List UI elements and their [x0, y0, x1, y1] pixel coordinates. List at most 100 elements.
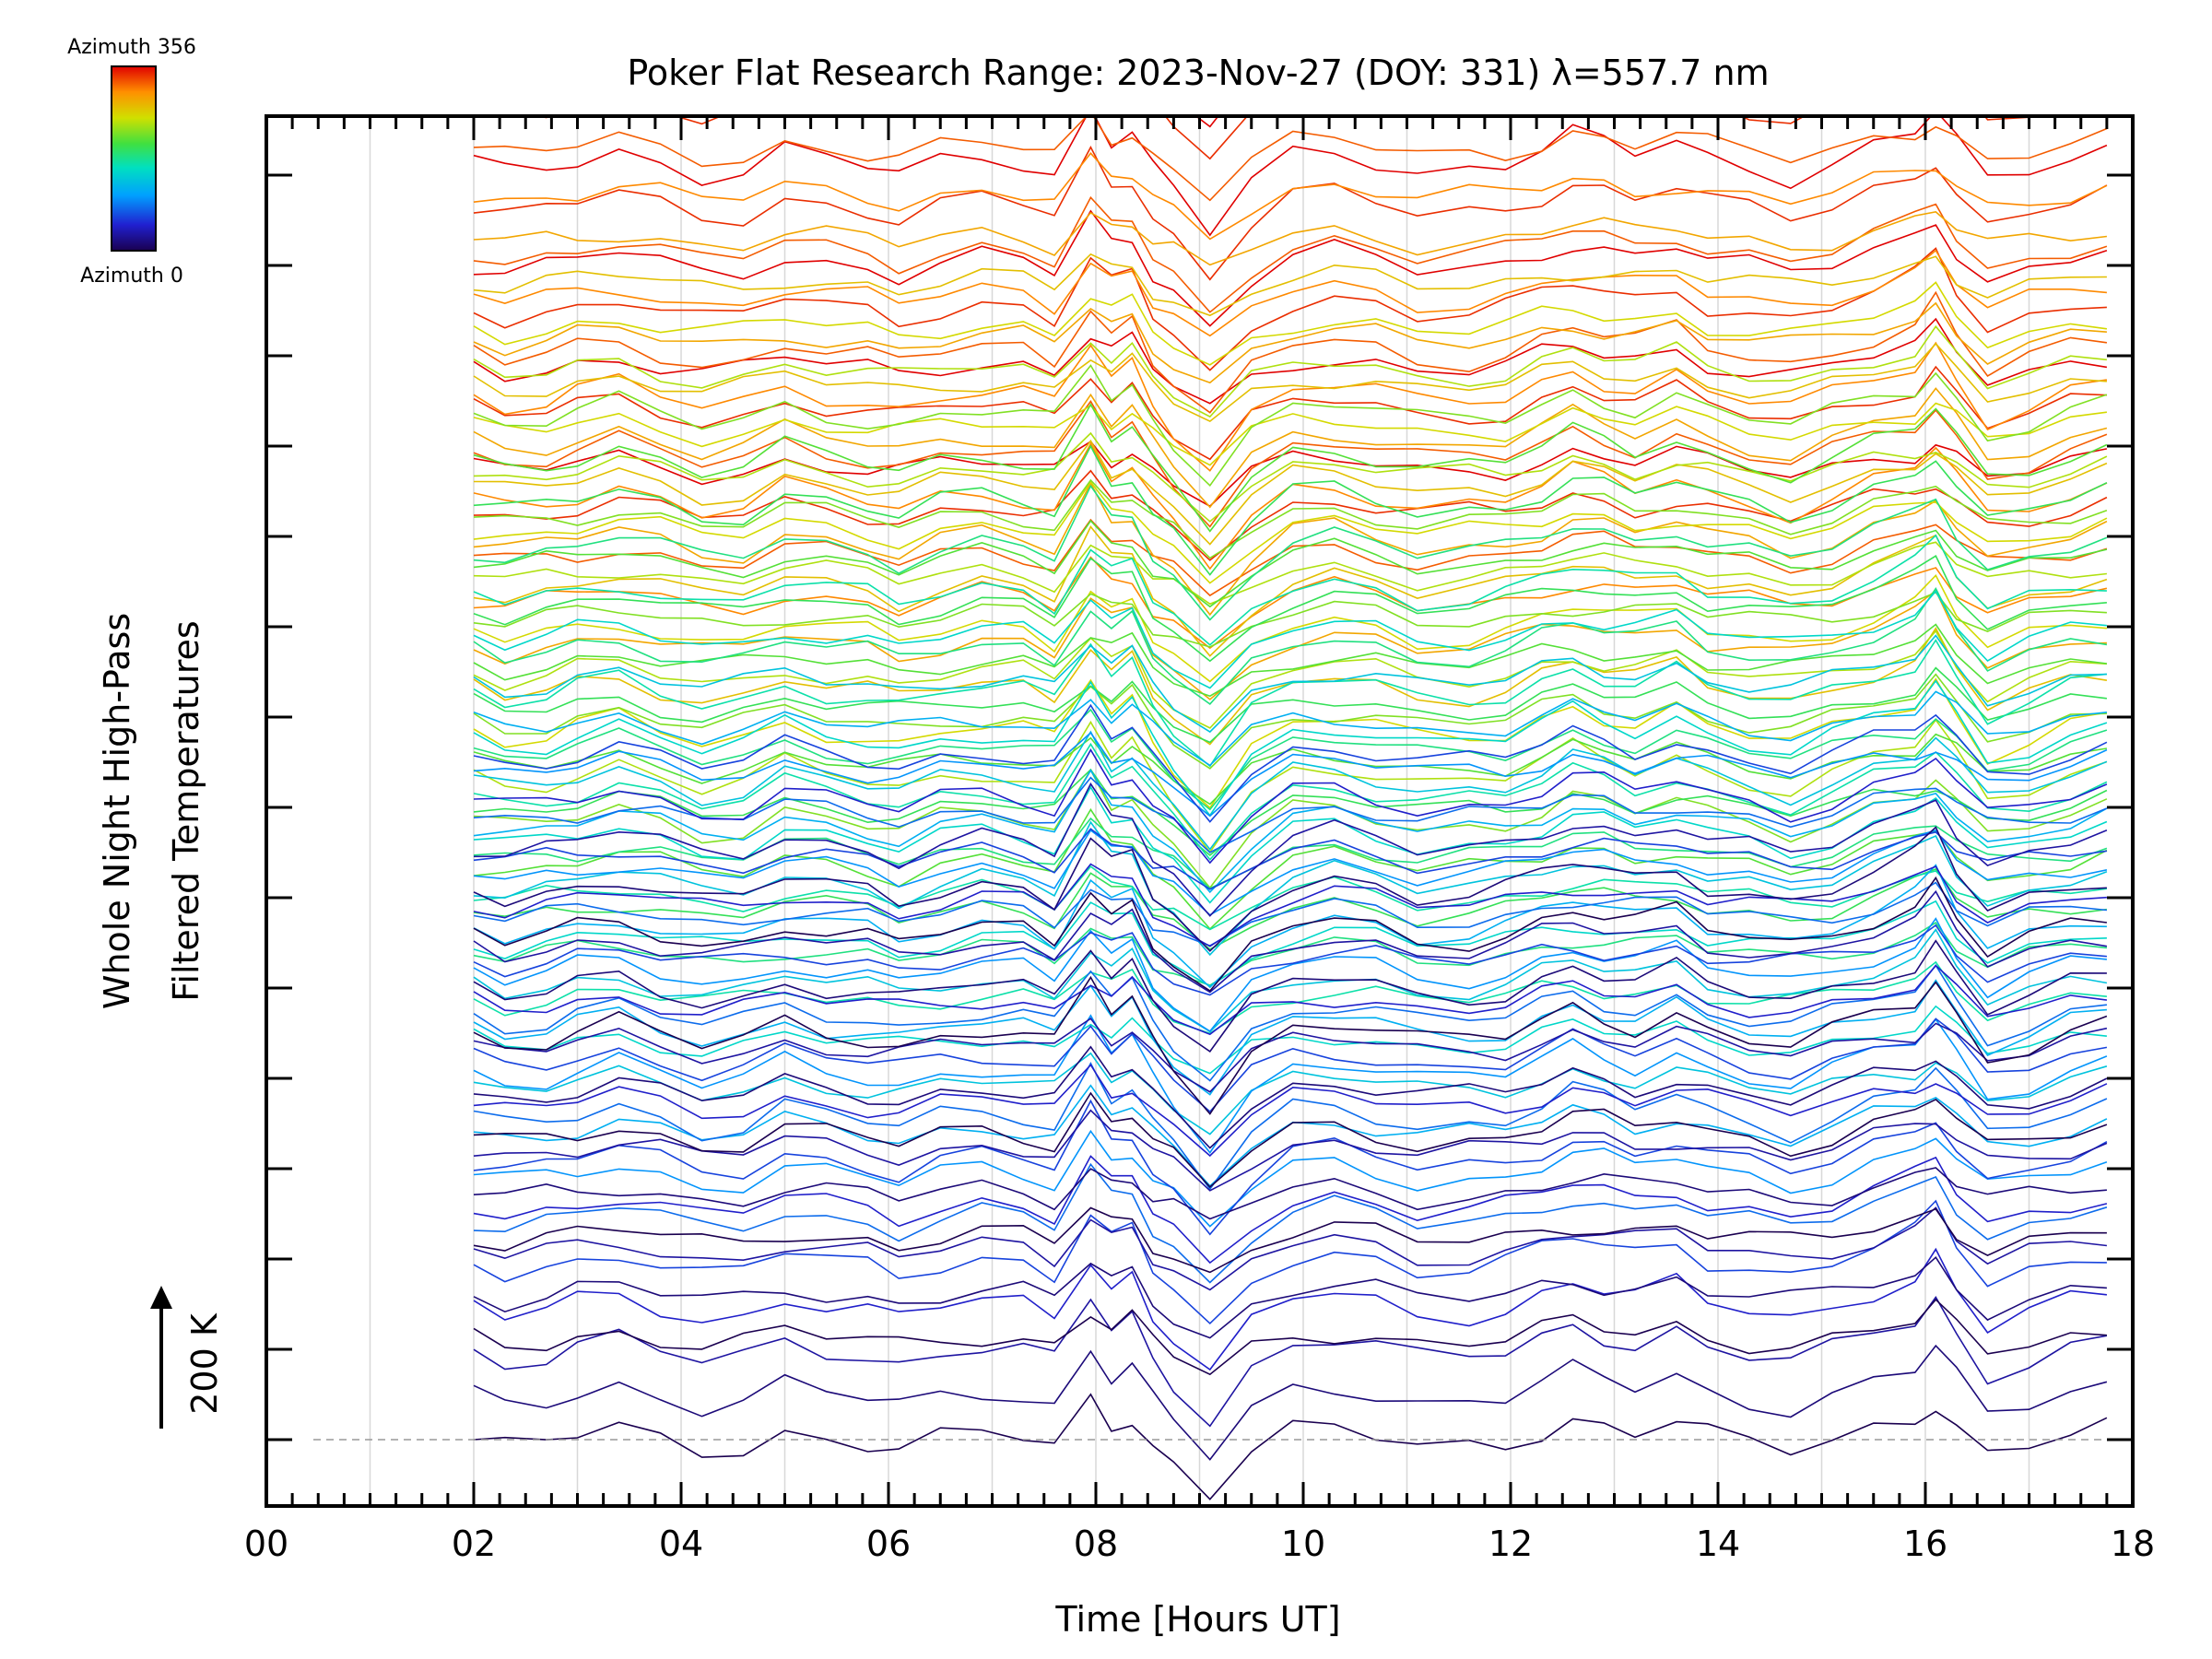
series-line: [473, 480, 2108, 584]
series-line: [473, 402, 2108, 466]
series-line: [473, 541, 2107, 606]
series-line: [473, 785, 2108, 904]
x-tick-label: 14: [1696, 1524, 1740, 1564]
series-line: [473, 718, 2108, 853]
series-line: [473, 747, 2108, 865]
series-line: [473, 673, 2107, 770]
series-line: [473, 1109, 2108, 1192]
series-line: [473, 519, 2108, 608]
series-line: [473, 1206, 2107, 1274]
colorbar-top-label: Azimuth 356: [67, 36, 196, 59]
series-line: [473, 387, 2108, 509]
scale-arrow-head: [150, 1286, 172, 1309]
series-line: [473, 627, 2108, 746]
series-line: [473, 939, 2107, 1053]
series-line: [473, 1099, 2108, 1236]
scale-label: 200 K: [184, 1312, 225, 1415]
series-line: [473, 400, 2108, 528]
series-line: [473, 1296, 2108, 1428]
series-line: [473, 828, 2108, 890]
series-line: [473, 776, 2108, 853]
colorbar-bottom-label: Azimuth 0: [80, 265, 183, 288]
series-line: [473, 591, 2107, 648]
series-line: [473, 889, 2108, 994]
series-line: [473, 1167, 2107, 1220]
series-line: [473, 145, 2108, 281]
series-line: [473, 960, 2107, 1034]
x-tick-label: 06: [866, 1524, 911, 1564]
x-tick-label: 04: [659, 1524, 703, 1564]
series-line: [473, 881, 2107, 947]
series-line: [473, 1162, 2108, 1284]
series-line: [473, 922, 2107, 986]
series-line: [473, 441, 2108, 508]
series-line: [473, 829, 2108, 916]
series-line: [473, 782, 2108, 917]
series-line: [473, 1344, 2108, 1461]
series-line: [473, 431, 2108, 523]
series-line: [473, 211, 2107, 266]
x-tick-label: 12: [1488, 1524, 1533, 1564]
series-line: [473, 639, 2107, 768]
series-line: [473, 281, 2108, 366]
series-line: [473, 1091, 2108, 1189]
series-line: [473, 703, 2108, 823]
series-line: [473, 249, 2107, 337]
series-line: [473, 253, 2107, 317]
x-tick-label: 02: [452, 1524, 496, 1564]
series-line: [473, 979, 2107, 1096]
series-line: [473, 403, 2108, 533]
series-line: [473, 769, 2108, 894]
colorbar: Azimuth 356 Azimuth 0: [67, 36, 196, 288]
series-line: [473, 730, 2108, 851]
axis-ticks: [265, 116, 2135, 1506]
x-tick-label: 08: [1074, 1524, 1118, 1564]
series-line: [473, 439, 2108, 546]
chart-title: Poker Flat Research Range: 2023-Nov-27 (…: [627, 53, 1769, 93]
scale-indicator: 200 K: [150, 1286, 225, 1429]
series-line: [473, 629, 2107, 729]
x-tick-label: 00: [244, 1524, 288, 1564]
x-tick-label: 18: [2111, 1524, 2155, 1564]
series-line: [473, 342, 2107, 423]
series-line: [473, 116, 2108, 202]
series-line: [473, 573, 2107, 683]
series-line: [473, 1206, 2107, 1291]
series-line: [473, 690, 2107, 767]
series-line: [473, 964, 2108, 1036]
series-line: [473, 364, 2108, 488]
series-line: [473, 555, 2107, 663]
series-line: [473, 290, 2108, 414]
series-line: [473, 1014, 2108, 1154]
series-group: [473, 116, 2108, 1500]
series-line: [473, 1298, 2107, 1376]
x-tick-labels: 00 02 04 06 08 10 12 14 16 18: [244, 1524, 2155, 1564]
series-line: [473, 195, 2108, 313]
series-line: [473, 587, 2108, 705]
series-line: [473, 324, 2107, 418]
series-line: [473, 590, 2107, 689]
series-line: [473, 963, 2107, 1082]
series-line: [473, 1064, 2108, 1158]
series-line: [473, 863, 2107, 947]
series-line: [473, 1018, 2108, 1093]
series-line: [473, 1129, 2108, 1228]
series-line: [473, 917, 2107, 1032]
series-line: [473, 444, 2108, 576]
series-line: [473, 623, 2108, 698]
series-line: [473, 317, 2108, 405]
series-line: [473, 768, 2108, 856]
series-line: [473, 478, 2108, 559]
series-line: [473, 1045, 2108, 1149]
series-line: [473, 865, 2108, 931]
y-axis-title-line-1: Whole Night High-Pass: [97, 613, 137, 1009]
series-line: [473, 1247, 2107, 1371]
series-line: [473, 518, 2108, 597]
x-tick-label: 16: [1903, 1524, 1947, 1564]
series-line: [473, 341, 2108, 472]
series-line: [473, 152, 2108, 241]
series-line: [473, 247, 2107, 371]
series-line: [473, 634, 2107, 734]
series-line: [473, 209, 2108, 327]
plot-frame: [265, 114, 2135, 1508]
